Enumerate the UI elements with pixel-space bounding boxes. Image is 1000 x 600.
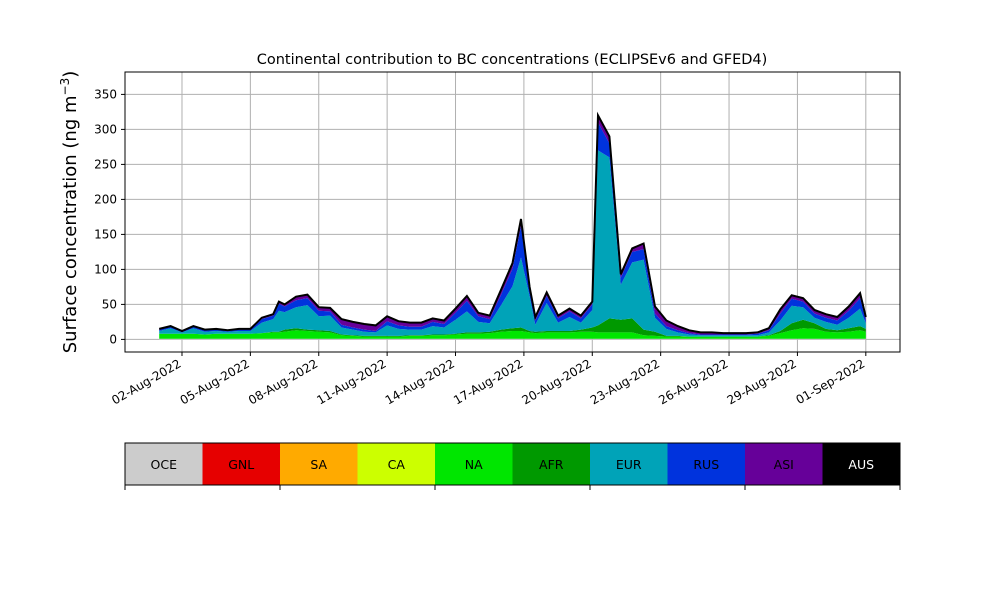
x-tick-label: 29-Aug-2022	[725, 356, 799, 407]
legend-label-rus: RUS	[693, 457, 719, 472]
chart-title: Continental contribution to BC concentra…	[257, 52, 768, 68]
x-tick-label: 23-Aug-2022	[588, 356, 662, 407]
y-tick-label: 250	[94, 157, 117, 171]
area-oce	[159, 338, 866, 340]
legend: OCE GNL SA CA NA AFR EUR RUS ASI AUS	[124, 442, 901, 490]
x-tick-label: 11-Aug-2022	[314, 356, 388, 407]
y-tick-label: 50	[102, 297, 117, 311]
legend-swatch-eur	[590, 443, 668, 485]
legend-swatch-oce	[125, 443, 203, 485]
legend-label-eur: EUR	[616, 457, 642, 472]
legend-swatch-na	[435, 443, 513, 485]
legend-swatch-ca	[357, 443, 435, 485]
legend-swatch-sa	[280, 443, 358, 485]
total-line	[158, 111, 867, 335]
legend-label-ca: CA	[388, 457, 406, 472]
y-tick-label: 350	[94, 87, 117, 101]
x-tick-label: 20-Aug-2022	[520, 356, 594, 407]
x-tick-label: 17-Aug-2022	[451, 356, 525, 407]
y-axis-label-close: )	[60, 71, 81, 78]
legend-label-gnl: GNL	[228, 457, 254, 472]
x-tick-label: 26-Aug-2022	[656, 356, 730, 407]
y-tick-label: 0	[109, 332, 117, 346]
legend-swatch-aus	[822, 443, 900, 485]
x-tick-label: 05-Aug-2022	[178, 356, 252, 407]
legend-swatch-asi	[745, 443, 823, 485]
legend-swatch-gnl	[202, 443, 280, 485]
y-axis-label-superscript: −3	[58, 78, 72, 96]
y-axis: 0 50 100 150 200 250 300 350	[94, 87, 125, 346]
legend-label-sa: SA	[310, 457, 327, 472]
legend-label-asi: ASI	[774, 457, 794, 472]
legend-swatch-afr	[512, 443, 590, 485]
legend-swatch-rus	[667, 443, 745, 485]
stacked-areas	[159, 115, 866, 340]
area-eur	[159, 150, 866, 337]
x-tick-label: 08-Aug-2022	[246, 356, 320, 407]
x-tick-label: 14-Aug-2022	[383, 356, 457, 407]
area-na	[159, 328, 866, 339]
plot-frame	[124, 71, 901, 353]
y-axis-label-main: Surface concentration (ng m	[60, 95, 81, 353]
y-tick-label: 200	[94, 192, 117, 206]
x-axis: 02-Aug-202205-Aug-202208-Aug-202211-Aug-…	[109, 352, 867, 407]
y-tick-label: 100	[94, 262, 117, 276]
legend-label-afr: AFR	[539, 457, 564, 472]
x-tick-label: 02-Aug-2022	[109, 356, 183, 407]
y-tick-label: 150	[94, 227, 117, 241]
legend-label-aus: AUS	[848, 457, 874, 472]
x-tick-label: 01-Sep-2022	[794, 356, 868, 407]
y-axis-label: Surface concentration (ng m−3)	[58, 71, 81, 354]
y-tick-label: 300	[94, 122, 117, 136]
legend-frame	[124, 442, 901, 486]
legend-label-na: NA	[465, 457, 483, 472]
legend-label-oce: OCE	[151, 457, 178, 472]
